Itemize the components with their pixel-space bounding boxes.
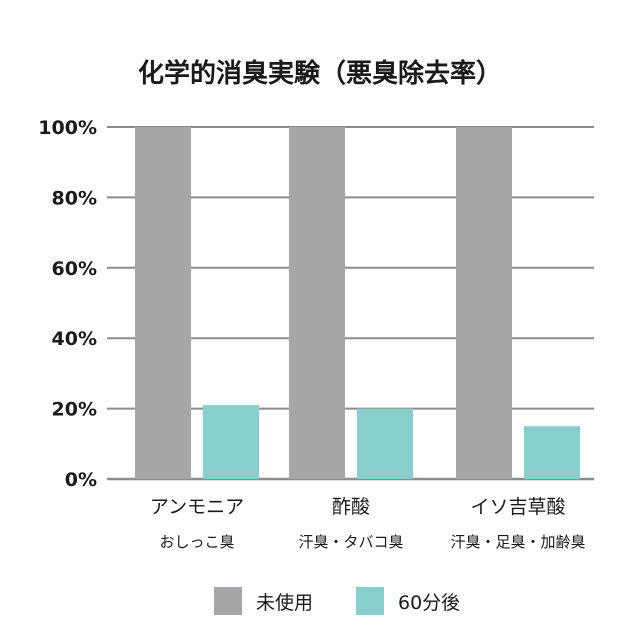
bar-unused-2 xyxy=(456,127,512,479)
y-axis-tick-labels: 0% 20% 40% 60% 80% 100% xyxy=(38,117,97,491)
category-label: アンモニア xyxy=(150,496,244,518)
y-tick-label: 60% xyxy=(52,258,97,280)
legend-swatch xyxy=(214,587,242,615)
bar-unused-0 xyxy=(135,127,191,479)
chart-title: 化学的消臭実験（悪臭除去率） xyxy=(138,58,502,89)
y-tick-label: 0% xyxy=(65,469,97,491)
legend-label: 未使用 xyxy=(256,592,313,614)
category-label: 酢酸 xyxy=(332,496,370,518)
category-sublabel: おしっこ臭 xyxy=(159,533,234,551)
legend: 未使用 60分後 xyxy=(214,587,460,615)
y-tick-label: 100% xyxy=(38,117,97,139)
category-sublabel: 汗臭・タバコ臭 xyxy=(298,533,403,551)
bar-60min-2 xyxy=(524,426,580,479)
bar-60min-0 xyxy=(203,405,259,479)
legend-label: 60分後 xyxy=(398,592,460,614)
bar-60min-1 xyxy=(357,408,413,479)
y-tick-label: 80% xyxy=(52,187,97,209)
y-tick-label: 20% xyxy=(52,399,97,421)
bars xyxy=(135,127,580,479)
y-tick-label: 40% xyxy=(52,328,97,350)
bar-unused-1 xyxy=(289,127,345,479)
legend-swatch xyxy=(356,587,384,615)
category-sublabel: 汗臭・足臭・加齢臭 xyxy=(450,533,585,551)
category-label: イソ吉草酸 xyxy=(470,496,565,518)
